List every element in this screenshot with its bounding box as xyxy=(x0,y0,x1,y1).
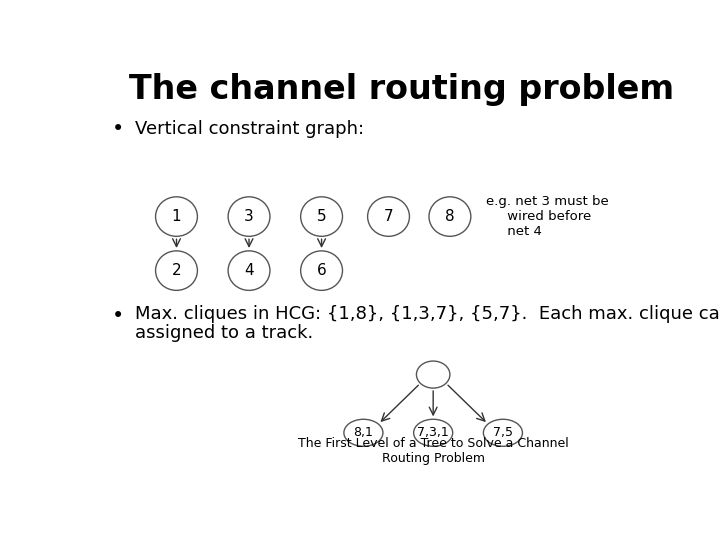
Ellipse shape xyxy=(344,419,383,446)
Ellipse shape xyxy=(368,197,410,237)
Text: •: • xyxy=(112,306,125,326)
Ellipse shape xyxy=(413,419,453,446)
Ellipse shape xyxy=(228,197,270,237)
Text: 8,1: 8,1 xyxy=(354,426,374,439)
Text: 2: 2 xyxy=(171,263,181,278)
Text: 8: 8 xyxy=(445,209,455,224)
Text: 3: 3 xyxy=(244,209,254,224)
Text: 7: 7 xyxy=(384,209,393,224)
Ellipse shape xyxy=(156,251,197,291)
Text: 1: 1 xyxy=(171,209,181,224)
Ellipse shape xyxy=(416,361,450,388)
Ellipse shape xyxy=(301,197,343,237)
Text: 6: 6 xyxy=(317,263,326,278)
Ellipse shape xyxy=(156,197,197,237)
Text: 4: 4 xyxy=(244,263,254,278)
Text: e.g. net 3 must be
     wired before
     net 4: e.g. net 3 must be wired before net 4 xyxy=(486,195,609,238)
Text: 7,3,1: 7,3,1 xyxy=(418,426,449,439)
Text: Max. cliques in HCG: {1,8}, {1,3,7}, {5,7}.  Each max. clique can be: Max. cliques in HCG: {1,8}, {1,3,7}, {5,… xyxy=(135,305,720,323)
Text: The channel routing problem: The channel routing problem xyxy=(129,73,674,106)
Ellipse shape xyxy=(429,197,471,237)
Text: Vertical constraint graph:: Vertical constraint graph: xyxy=(135,120,364,138)
Text: 7,5: 7,5 xyxy=(493,426,513,439)
Text: 5: 5 xyxy=(317,209,326,224)
Text: The First Level of a Tree to Solve a Channel
Routing Problem: The First Level of a Tree to Solve a Cha… xyxy=(298,437,569,465)
Text: assigned to a track.: assigned to a track. xyxy=(135,324,313,342)
Ellipse shape xyxy=(301,251,343,291)
Ellipse shape xyxy=(228,251,270,291)
Ellipse shape xyxy=(483,419,523,446)
Text: •: • xyxy=(112,119,125,139)
